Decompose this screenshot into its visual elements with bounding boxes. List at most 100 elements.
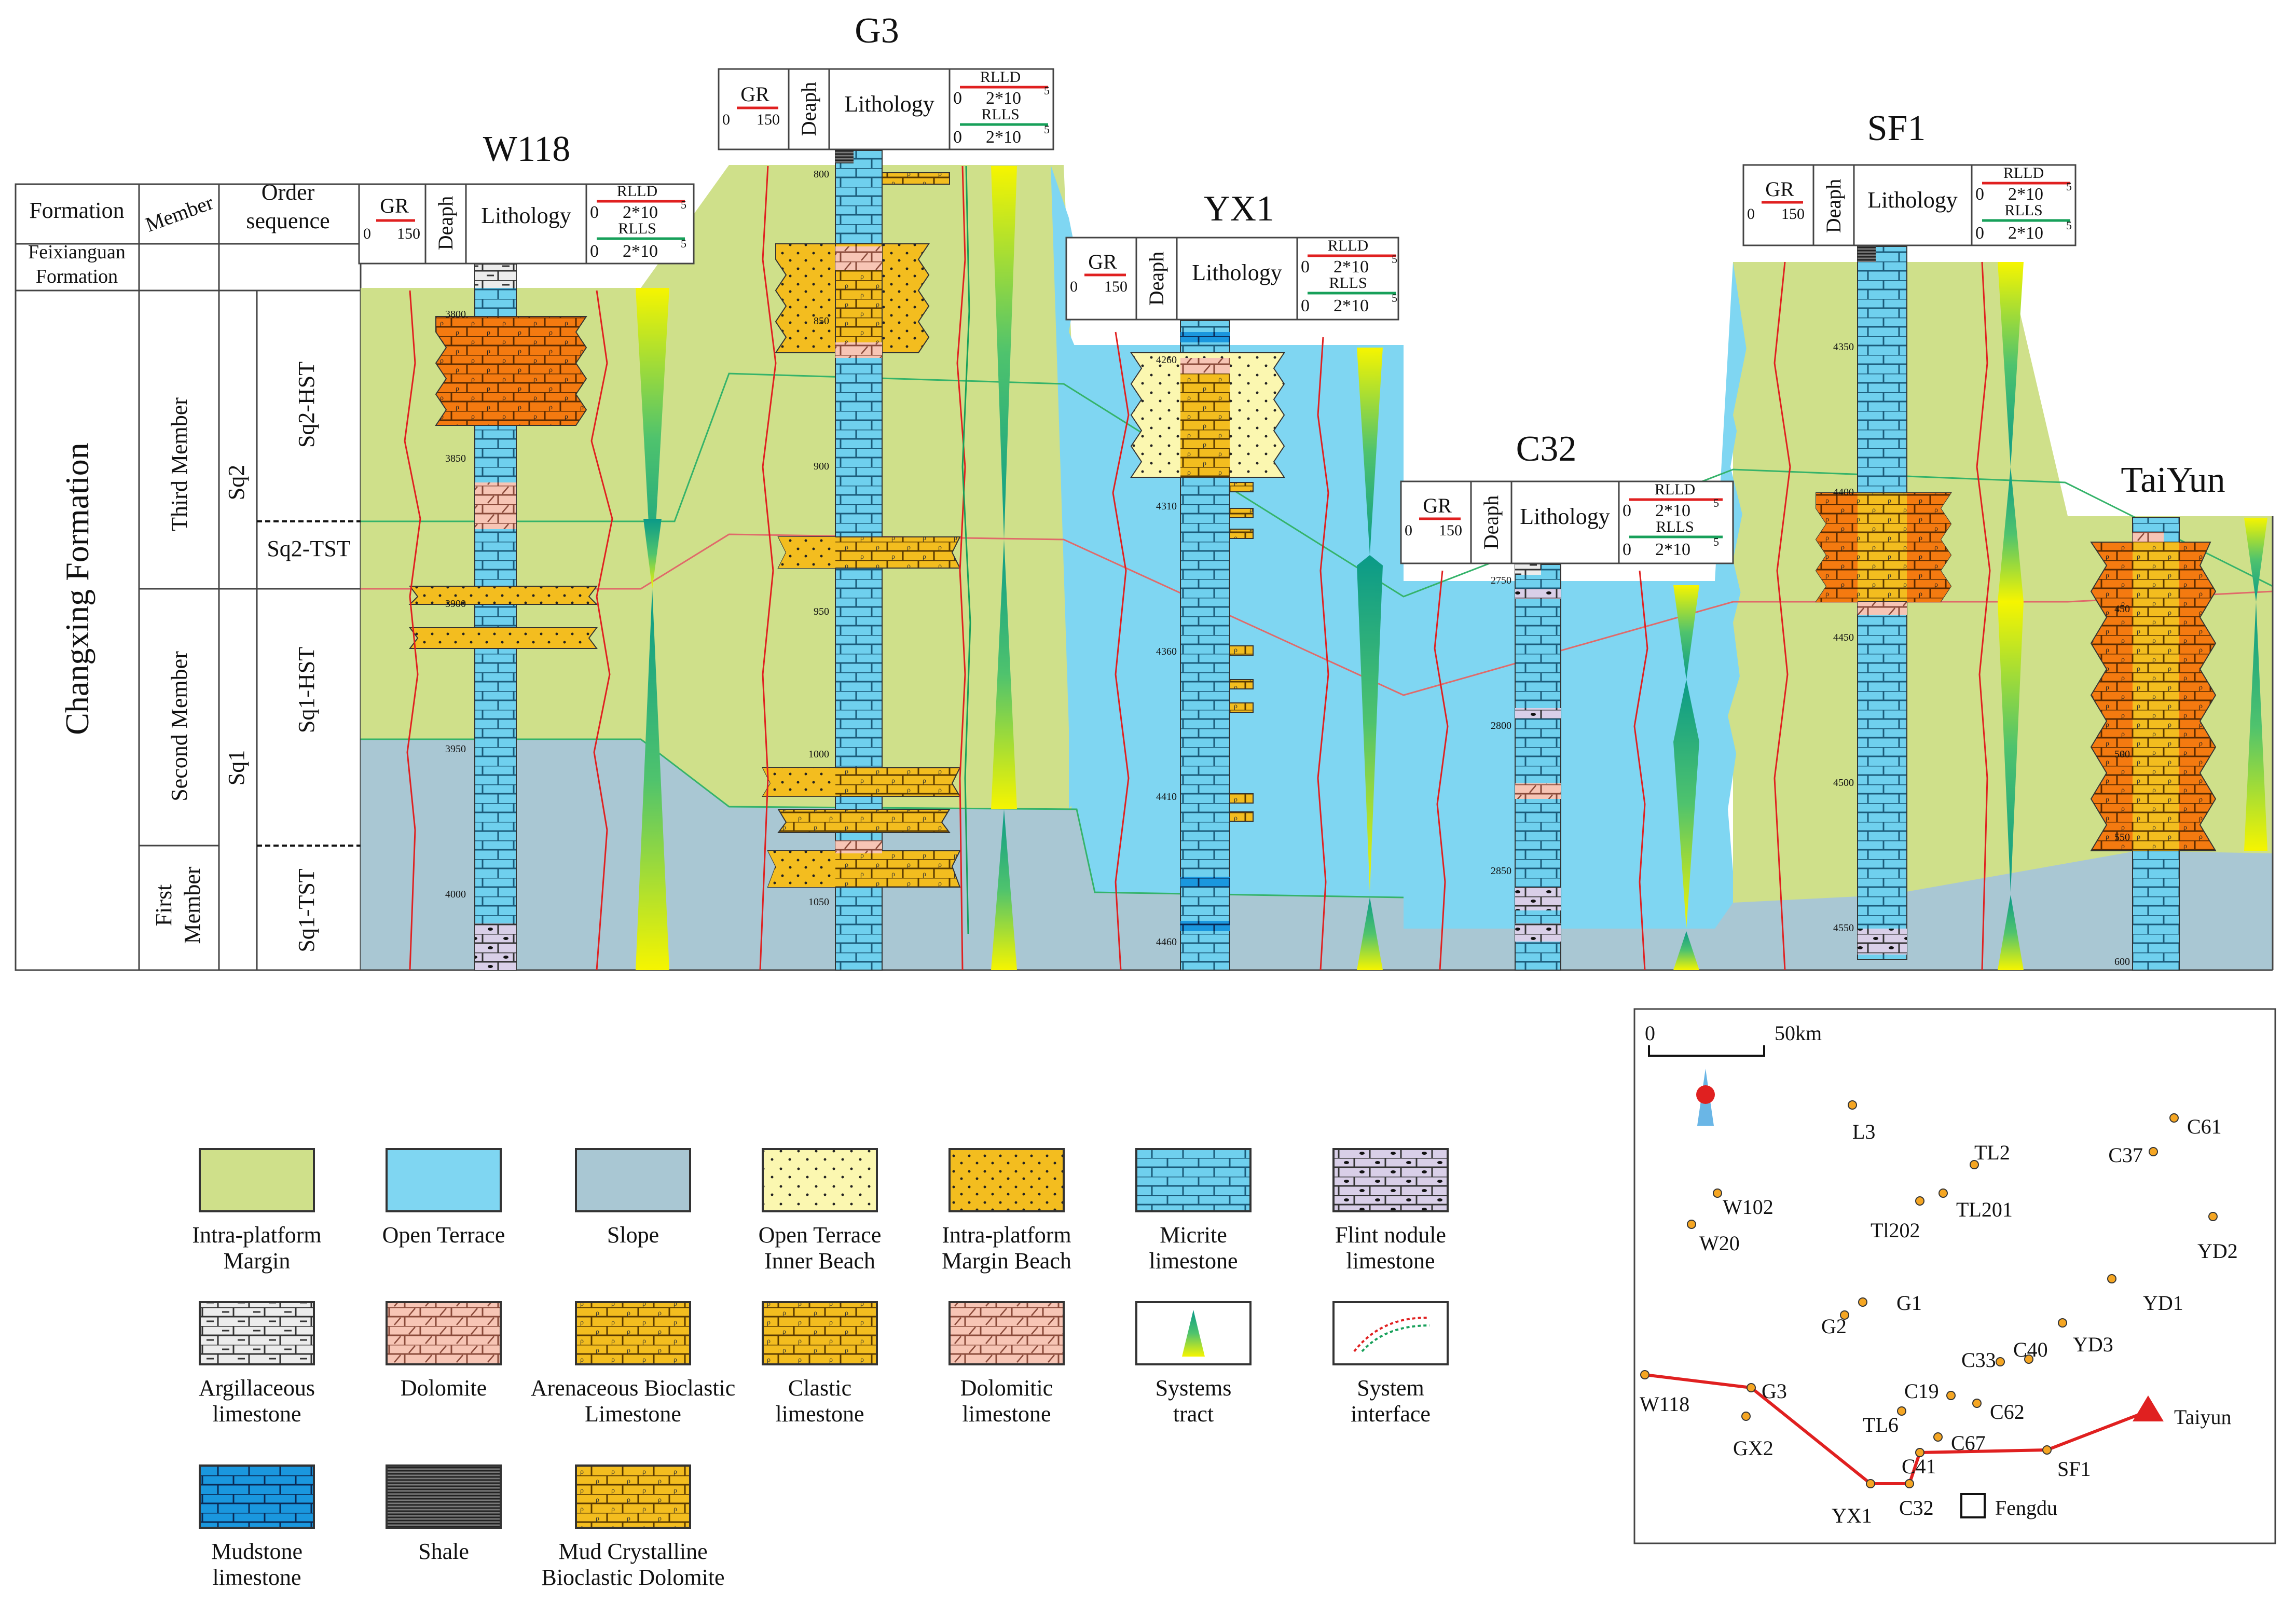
gr-max: 150 (1439, 522, 1462, 539)
depth-tick: 4260 (1156, 354, 1177, 366)
map-well-label: SF1 (2057, 1457, 2091, 1481)
well-w118: W118 GR 0 150 Deaph Lithology RLLD 0 2*1… (358, 129, 695, 971)
gr-max: 150 (1781, 205, 1805, 223)
well-dot-icon (2169, 1113, 2179, 1123)
rlld-label: RLLD (2003, 164, 2044, 182)
order-header: Order (262, 179, 315, 205)
depth-label: Deaph (797, 82, 820, 136)
map-well-label: W118 (1640, 1392, 1689, 1416)
systems-tract (991, 540, 1017, 809)
systems-tract (1998, 262, 2024, 467)
well-dot-icon (1747, 1383, 1756, 1392)
res-min-2: 0 (1623, 540, 1631, 559)
systems-tract (636, 288, 669, 589)
sq1-hst-label: Sq1-HST (294, 647, 319, 733)
systems-tract-icon (1182, 1310, 1205, 1357)
depth-tick: 950 (814, 606, 829, 617)
map-frame (1633, 1008, 2276, 1544)
system-interface-line-3 (361, 738, 1404, 899)
map-well-c37: C37 (2108, 1143, 2158, 1167)
map-well-label: W20 (1699, 1232, 1740, 1255)
gr-label: GR (1423, 494, 1452, 517)
map-well-taiyun: Taiyun (2174, 1405, 2232, 1429)
depth-tick: 4550 (1833, 922, 1854, 934)
depth-tick: 4450 (1833, 632, 1854, 643)
res-exp-2: 5 (1713, 535, 1719, 548)
res-exp-2: 5 (1044, 123, 1050, 136)
well-dot-icon (2024, 1355, 2033, 1364)
map-well-sf1: SF1 (2042, 1445, 2091, 1481)
map-well-c40: C40 (2013, 1338, 2048, 1364)
well-dot-icon (1915, 1196, 1924, 1206)
depth-tick: 4500 (1833, 777, 1854, 789)
well-dot-icon (2208, 1212, 2218, 1221)
map-well-label: TL6 (1863, 1413, 1899, 1436)
well-taiyun: TaiYun 450 500 550 600 (2090, 460, 2267, 971)
legend-label: Micrite (1160, 1222, 1227, 1248)
res-exp: 5 (1713, 496, 1719, 509)
map-well-c61: C61 (2169, 1113, 2222, 1138)
legend-label: Flint nodule (1335, 1222, 1446, 1248)
map-well-w20: W20 (1687, 1220, 1740, 1255)
res-max: 2*10 (1655, 501, 1690, 520)
legend-swatch (575, 1464, 691, 1529)
map-well-tl6: TL6 (1863, 1406, 1906, 1436)
legend-label: Open Terrace (382, 1222, 505, 1248)
map-well-w118: W118 (1640, 1370, 1689, 1416)
map-well-label: YD3 (2073, 1333, 2113, 1356)
res-max-2: 2*10 (1655, 540, 1690, 559)
legend-label: Clastic (788, 1375, 851, 1401)
interface-icon (1353, 1317, 1427, 1352)
legend-label-2: Limestone (585, 1401, 681, 1427)
margin-beach-body (435, 316, 587, 426)
second-member-label: Second Member (167, 651, 192, 801)
formation-header: Formation (29, 198, 124, 223)
well-dot-icon (1970, 1160, 1979, 1169)
res-max-2: 2*10 (1333, 296, 1369, 315)
legend-swatch (1135, 1148, 1252, 1212)
map-well-label: TL2 (1974, 1141, 2010, 1164)
city-label: Fengdu (1995, 1496, 2057, 1519)
map-well-tl2: TL2 (1970, 1141, 2010, 1169)
strat-labels: Formation Member Order sequence Feixiang… (28, 179, 351, 952)
res-max: 2*10 (1333, 257, 1369, 277)
depth-tick: 4350 (1833, 341, 1854, 353)
sq1-tst-label: Sq1-TST (294, 868, 319, 952)
depth-tick: 2750 (1491, 575, 1511, 586)
res-exp-2: 5 (2066, 219, 2072, 232)
well-dot-icon (2042, 1445, 2052, 1455)
legend-label-2: tract (1173, 1401, 1214, 1427)
well-dot-icon (1687, 1220, 1696, 1229)
depth-tick: 3850 (445, 453, 466, 464)
depth-tick: 800 (814, 169, 829, 180)
map-well-label: G1 (1896, 1291, 1922, 1315)
res-max-2: 2*10 (2008, 224, 2043, 243)
map-well-c19: C19 (1904, 1379, 1956, 1403)
legend-label-2: limestone (1346, 1248, 1435, 1274)
rlld-label: RLLD (1328, 237, 1368, 254)
map-well-c41: C41 (1902, 1448, 1936, 1478)
gr-min: 0 (363, 225, 371, 242)
res-max: 2*10 (623, 203, 658, 222)
sequence-header: sequence (246, 208, 329, 233)
depth-tick: 3800 (445, 309, 466, 320)
res-max-2: 2*10 (623, 242, 658, 261)
gr-min: 0 (1405, 522, 1412, 539)
map-well-yd3: YD3 (2058, 1318, 2113, 1356)
res-min: 0 (1623, 501, 1631, 520)
depth-tick: 4310 (1156, 501, 1177, 512)
map-well-label: YD1 (2143, 1291, 2183, 1315)
depth-tick: 550 (2114, 832, 2130, 843)
legend-label-2: Inner Beach (764, 1248, 875, 1274)
gr-min: 0 (1747, 205, 1755, 223)
map-well-yd1: YD1 (2107, 1274, 2183, 1315)
legend-swatch (948, 1148, 1065, 1212)
lithology-label: Lithology (1520, 504, 1610, 529)
depth-tick: 850 (814, 315, 829, 327)
depth-tick: 4460 (1156, 936, 1177, 948)
